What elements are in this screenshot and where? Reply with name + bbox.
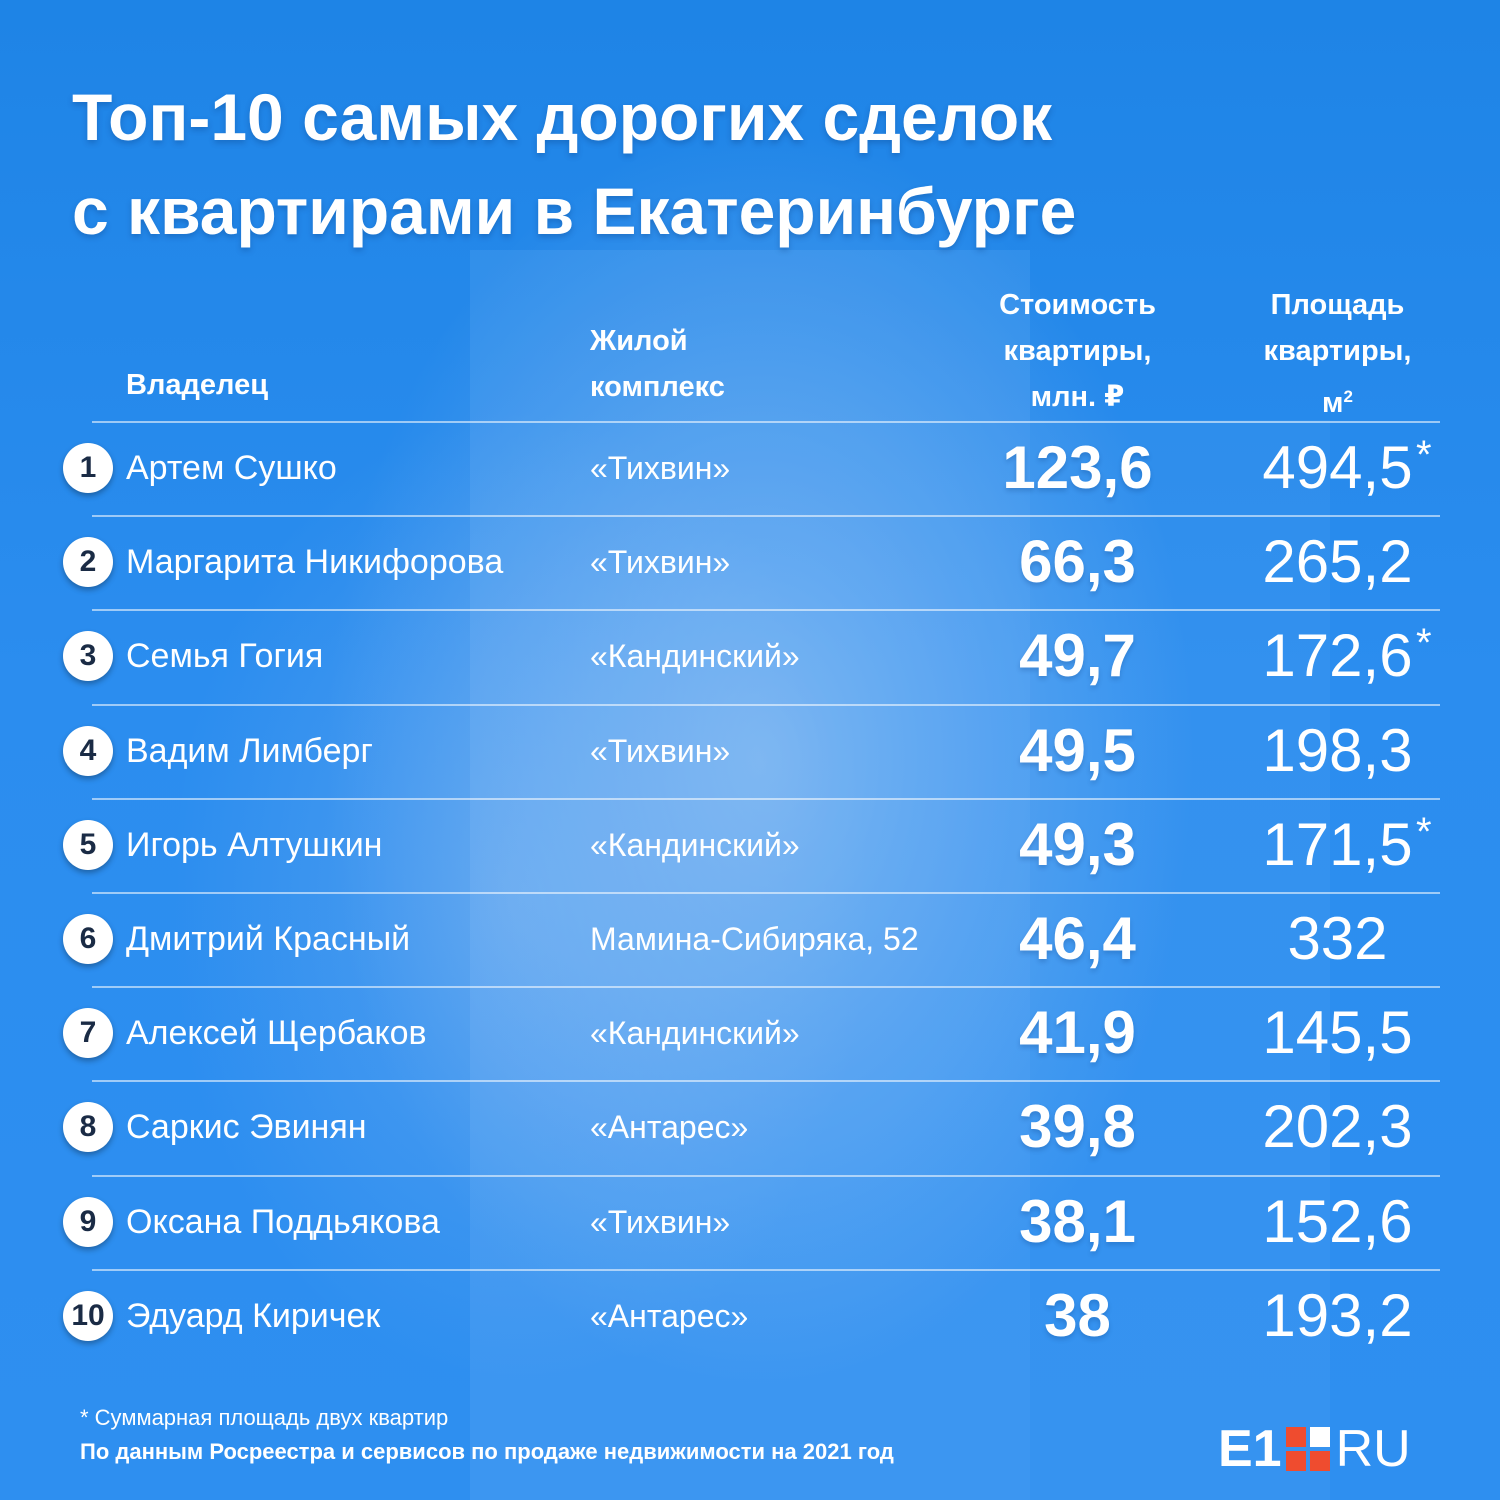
- header-owner: Владелец: [126, 369, 269, 401]
- background-building-side: [1030, 420, 1330, 1500]
- complex-name: Мамина-Сибиряка, 52: [590, 921, 919, 957]
- row-divider: [92, 797, 1440, 800]
- footnote-asterisk: *: [1416, 433, 1432, 477]
- logo-brand: E1: [1218, 1420, 1282, 1478]
- rank-badge: 2: [63, 537, 113, 588]
- complex-name: «Антарес»: [590, 1109, 749, 1146]
- price-value: 38,1: [1019, 1187, 1136, 1255]
- owner-name: Дмитрий Красный: [126, 920, 411, 958]
- header-price: Стоимость квартиры, млн. ₽: [960, 282, 1195, 420]
- title-line-1: Топ-10 самых дорогих сделок: [72, 80, 1053, 154]
- area-value: 152,6: [1262, 1187, 1413, 1255]
- complex-name: «Тихвин»: [590, 732, 731, 769]
- complex-name: «Антарес»: [590, 1297, 749, 1334]
- complex-name: «Тихвин»: [590, 544, 731, 581]
- owner-name: Саркис Эвинян: [126, 1108, 367, 1147]
- background-building: [470, 250, 1030, 1500]
- row-divider: [92, 986, 1440, 989]
- table-row: 9 Оксана Поддьякова «Тихвин» 38,1 152,6: [0, 1175, 1500, 1269]
- footnote-asterisk: *: [1416, 621, 1432, 666]
- price-value: 39,8: [1019, 1093, 1136, 1161]
- header-price-line-2: квартиры,: [1003, 335, 1152, 367]
- price-value: 49,5: [1019, 716, 1136, 784]
- complex-name: «Кандинский»: [590, 1015, 800, 1052]
- price-value: 41,9: [1019, 999, 1136, 1067]
- owner-name: Эдуард Киричек: [126, 1296, 381, 1335]
- price-value: 38: [1044, 1281, 1111, 1349]
- rank-badge: 4: [63, 725, 113, 776]
- rank-badge: 1: [63, 443, 113, 493]
- row-divider: [92, 1080, 1440, 1083]
- rank-badge: 3: [63, 631, 113, 682]
- header-area-line-2: квартиры,: [1263, 335, 1412, 367]
- price-value: 66,3: [1019, 528, 1136, 596]
- header-complex: Жилой комплекс: [590, 318, 725, 410]
- table-row: 2 Маргарита Никифорова «Тихвин» 66,3 265,2: [0, 515, 1500, 609]
- rank-badge: 9: [63, 1196, 113, 1247]
- table-row: 6 Дмитрий Красный Мамина-Сибиряка, 52 46,4 3…: [0, 892, 1500, 986]
- complex-name: «Тихвин»: [590, 450, 731, 486]
- area-value: 494,5: [1262, 434, 1413, 501]
- title-line-2: с квартирами в Екатеринбурге: [72, 174, 1077, 248]
- header-complex-line-2: комплекс: [590, 371, 725, 403]
- logo-suffix: RU: [1335, 1420, 1411, 1478]
- owner-name: Вадим Лимберг: [126, 731, 373, 770]
- table-row: 1 Артем Сушко «Тихвин» 123,6 494,5 *: [0, 421, 1500, 515]
- area-value: 202,3: [1262, 1093, 1413, 1161]
- owner-name: Оксана Поддьякова: [126, 1202, 440, 1241]
- header-price-line-1: Стоимость: [999, 289, 1156, 321]
- row-divider: [92, 1268, 1440, 1271]
- table-row: 7 Алексей Щербаков «Кандинский» 41,9 145,5: [0, 986, 1500, 1080]
- footnote-asterisk: *: [1416, 809, 1432, 854]
- page-title: Топ-10 самых дорогих сделок с квартирами…: [72, 70, 1452, 258]
- area-value: 198,3: [1262, 716, 1413, 784]
- table-row: 10 Эдуард Киричек «Антарес» 38 193,2: [0, 1269, 1500, 1363]
- row-divider: [92, 892, 1440, 894]
- e1-logo: E1 RU: [1218, 1420, 1411, 1478]
- complex-name: «Кандинский»: [590, 826, 800, 863]
- footnote: * Суммарная площадь двух квартир: [80, 1405, 449, 1430]
- area-value: 265,2: [1262, 528, 1413, 596]
- row-divider: [92, 703, 1440, 706]
- logo-squares-icon: [1285, 1427, 1330, 1471]
- row-divider: [92, 609, 1440, 612]
- owner-name: Семья Гогия: [126, 637, 324, 676]
- complex-name: «Кандинский»: [590, 638, 800, 675]
- table-row: 4 Вадим Лимберг «Тихвин» 49,5 198,3: [0, 704, 1500, 798]
- header-area: Площадь квартиры, м2: [1220, 282, 1455, 426]
- owner-name: Алексей Щербаков: [126, 1014, 427, 1053]
- source-note: По данным Росреестра и сервисов по прода…: [80, 1439, 894, 1464]
- price-value: 46,4: [1019, 905, 1136, 972]
- header-area-line-1: Площадь: [1270, 289, 1405, 321]
- table-row: 3 Семья Гогия «Кандинский» 49,7 172,6 *: [0, 609, 1500, 703]
- area-value: 193,2: [1262, 1281, 1413, 1349]
- price-value: 123,6: [1002, 434, 1153, 501]
- rank-badge: 10: [63, 1290, 113, 1341]
- price-value: 49,3: [1019, 810, 1136, 878]
- header-complex-line-1: Жилой: [590, 325, 688, 357]
- price-value: 49,7: [1019, 622, 1136, 690]
- table-header-divider: [92, 421, 1440, 423]
- owner-name: Маргарита Никифорова: [126, 543, 504, 582]
- row-divider: [92, 1174, 1440, 1177]
- area-value: 171,5: [1262, 810, 1413, 878]
- rank-badge: 7: [63, 1008, 113, 1059]
- row-divider: [92, 515, 1440, 518]
- complex-name: «Тихвин»: [590, 1203, 731, 1240]
- table-row: 5 Игорь Алтушкин «Кандинский» 49,3 171,5 *: [0, 798, 1500, 892]
- header-area-unit-sup: 2: [1343, 387, 1353, 406]
- area-value: 332: [1287, 905, 1388, 972]
- rank-badge: 6: [63, 914, 113, 964]
- rank-badge: 8: [63, 1102, 113, 1153]
- header-area-unit: м: [1322, 387, 1344, 419]
- area-value: 172,6: [1262, 622, 1413, 690]
- rank-badge: 5: [63, 819, 113, 870]
- header-area-line-3: м2: [1220, 374, 1455, 426]
- owner-name: Игорь Алтушкин: [126, 825, 383, 864]
- header-price-line-3: млн. ₽: [1030, 381, 1125, 413]
- table-row: 8 Саркис Эвинян «Антарес» 39,8 202,3: [0, 1080, 1500, 1174]
- owner-name: Артем Сушко: [126, 449, 337, 487]
- area-value: 145,5: [1262, 999, 1413, 1067]
